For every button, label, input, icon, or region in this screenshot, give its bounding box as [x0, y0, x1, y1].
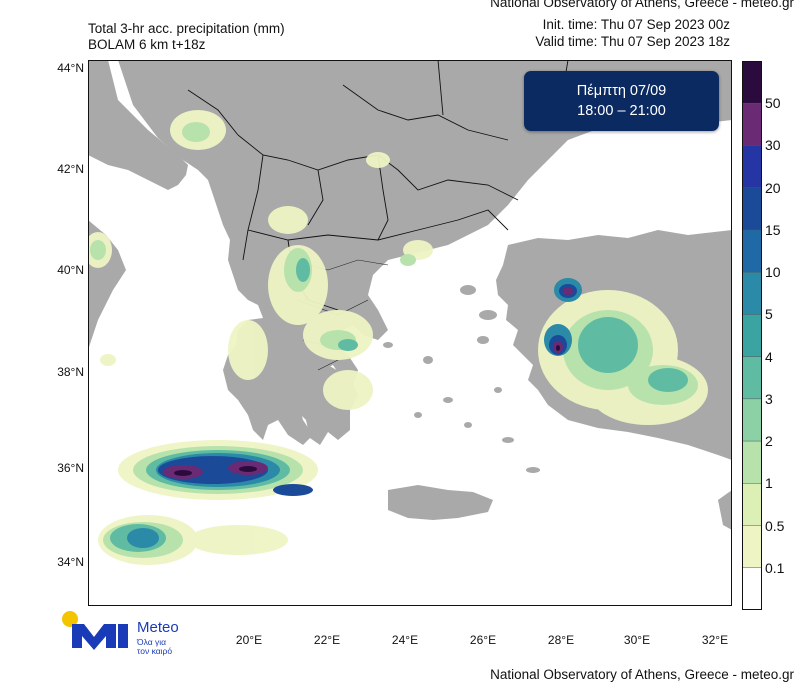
map-title: Total 3-hr acc. precipitation (mm) — [88, 21, 285, 36]
colorbar-cell — [742, 145, 762, 189]
colorbar-cell — [742, 61, 762, 104]
lon-label-22: 22°E — [313, 633, 341, 647]
forecast-hours: 18:00 – 21:00 — [577, 103, 666, 119]
colorbar-cell — [742, 229, 762, 273]
lat-label-36: 36°N — [57, 461, 84, 475]
forecast-day: Πέμπτη 07/09 — [576, 83, 667, 99]
colorbar-label: 30 — [765, 137, 781, 154]
colorbar-label: 5 — [765, 306, 773, 323]
land-crete — [388, 485, 493, 520]
land-italy — [88, 60, 188, 190]
colorbar-cell — [742, 272, 762, 315]
land-cyprus — [718, 490, 732, 530]
colorbar-cell — [742, 567, 762, 610]
bottom-credit: National Observatory of Athens, Greece -… — [490, 667, 794, 682]
colorbar-label: 0.5 — [765, 517, 785, 534]
colorbar-cell — [742, 525, 762, 569]
logo-m-mark — [72, 624, 116, 650]
colorbar-cell — [742, 103, 762, 146]
colorbar-label: 2 — [765, 433, 773, 450]
colorbar-label: 0.1 — [765, 559, 785, 576]
model-subtitle: BOLAM 6 km t+18z — [88, 37, 206, 52]
lon-label-20: 20°E — [235, 633, 263, 647]
top-credit: National Observatory of Athens, Greece -… — [490, 0, 794, 10]
lat-label-44: 44°N — [57, 61, 84, 75]
meteo-logo — [62, 611, 128, 650]
colorbar-cell — [742, 187, 762, 231]
logo-wordmark: Meteo — [137, 619, 179, 636]
colorbar-label: 1 — [765, 475, 773, 492]
valid-time: Valid time: Thu 07 Sep 2023 18z — [535, 34, 730, 49]
forecast-period-box: Πέμπτη 07/09 18:00 – 21:00 — [524, 71, 719, 131]
lon-label-24: 24°E — [391, 633, 419, 647]
logo-tagline-line1: Όλα για — [137, 637, 167, 647]
colorbar-label: 4 — [765, 348, 773, 365]
map-frame — [88, 60, 732, 606]
init-time: Init. time: Thu 07 Sep 2023 00z — [542, 17, 730, 32]
colorbar-label: 10 — [765, 264, 781, 281]
lat-label-34: 34°N — [57, 555, 84, 569]
lon-label-28: 28°E — [547, 633, 575, 647]
lat-label-38: 38°N — [57, 365, 84, 379]
lon-label-30: 30°E — [623, 633, 651, 647]
precipitation-field — [88, 110, 708, 565]
colorbar-cell — [742, 356, 762, 400]
colorbar-label: 3 — [765, 390, 773, 407]
precipitation-colorbar — [742, 61, 762, 610]
lon-label-32: 32°E — [701, 633, 729, 647]
colorbar-cell — [742, 441, 762, 484]
aegean-islands — [383, 237, 540, 473]
colorbar-label: 15 — [765, 221, 781, 238]
colorbar-cell — [742, 398, 762, 442]
colorbar-label: 50 — [765, 95, 781, 112]
lat-label-40: 40°N — [57, 263, 84, 277]
logo-sun-icon — [62, 611, 78, 627]
lat-label-42: 42°N — [57, 162, 84, 176]
colorbar-label: 20 — [765, 179, 781, 196]
colorbar-cell — [742, 314, 762, 358]
logo-tagline-line2: τον καιρό — [137, 646, 173, 656]
colorbar-cell — [742, 483, 762, 527]
lon-label-26: 26°E — [469, 633, 497, 647]
precipitation-map[interactable] — [88, 60, 732, 606]
